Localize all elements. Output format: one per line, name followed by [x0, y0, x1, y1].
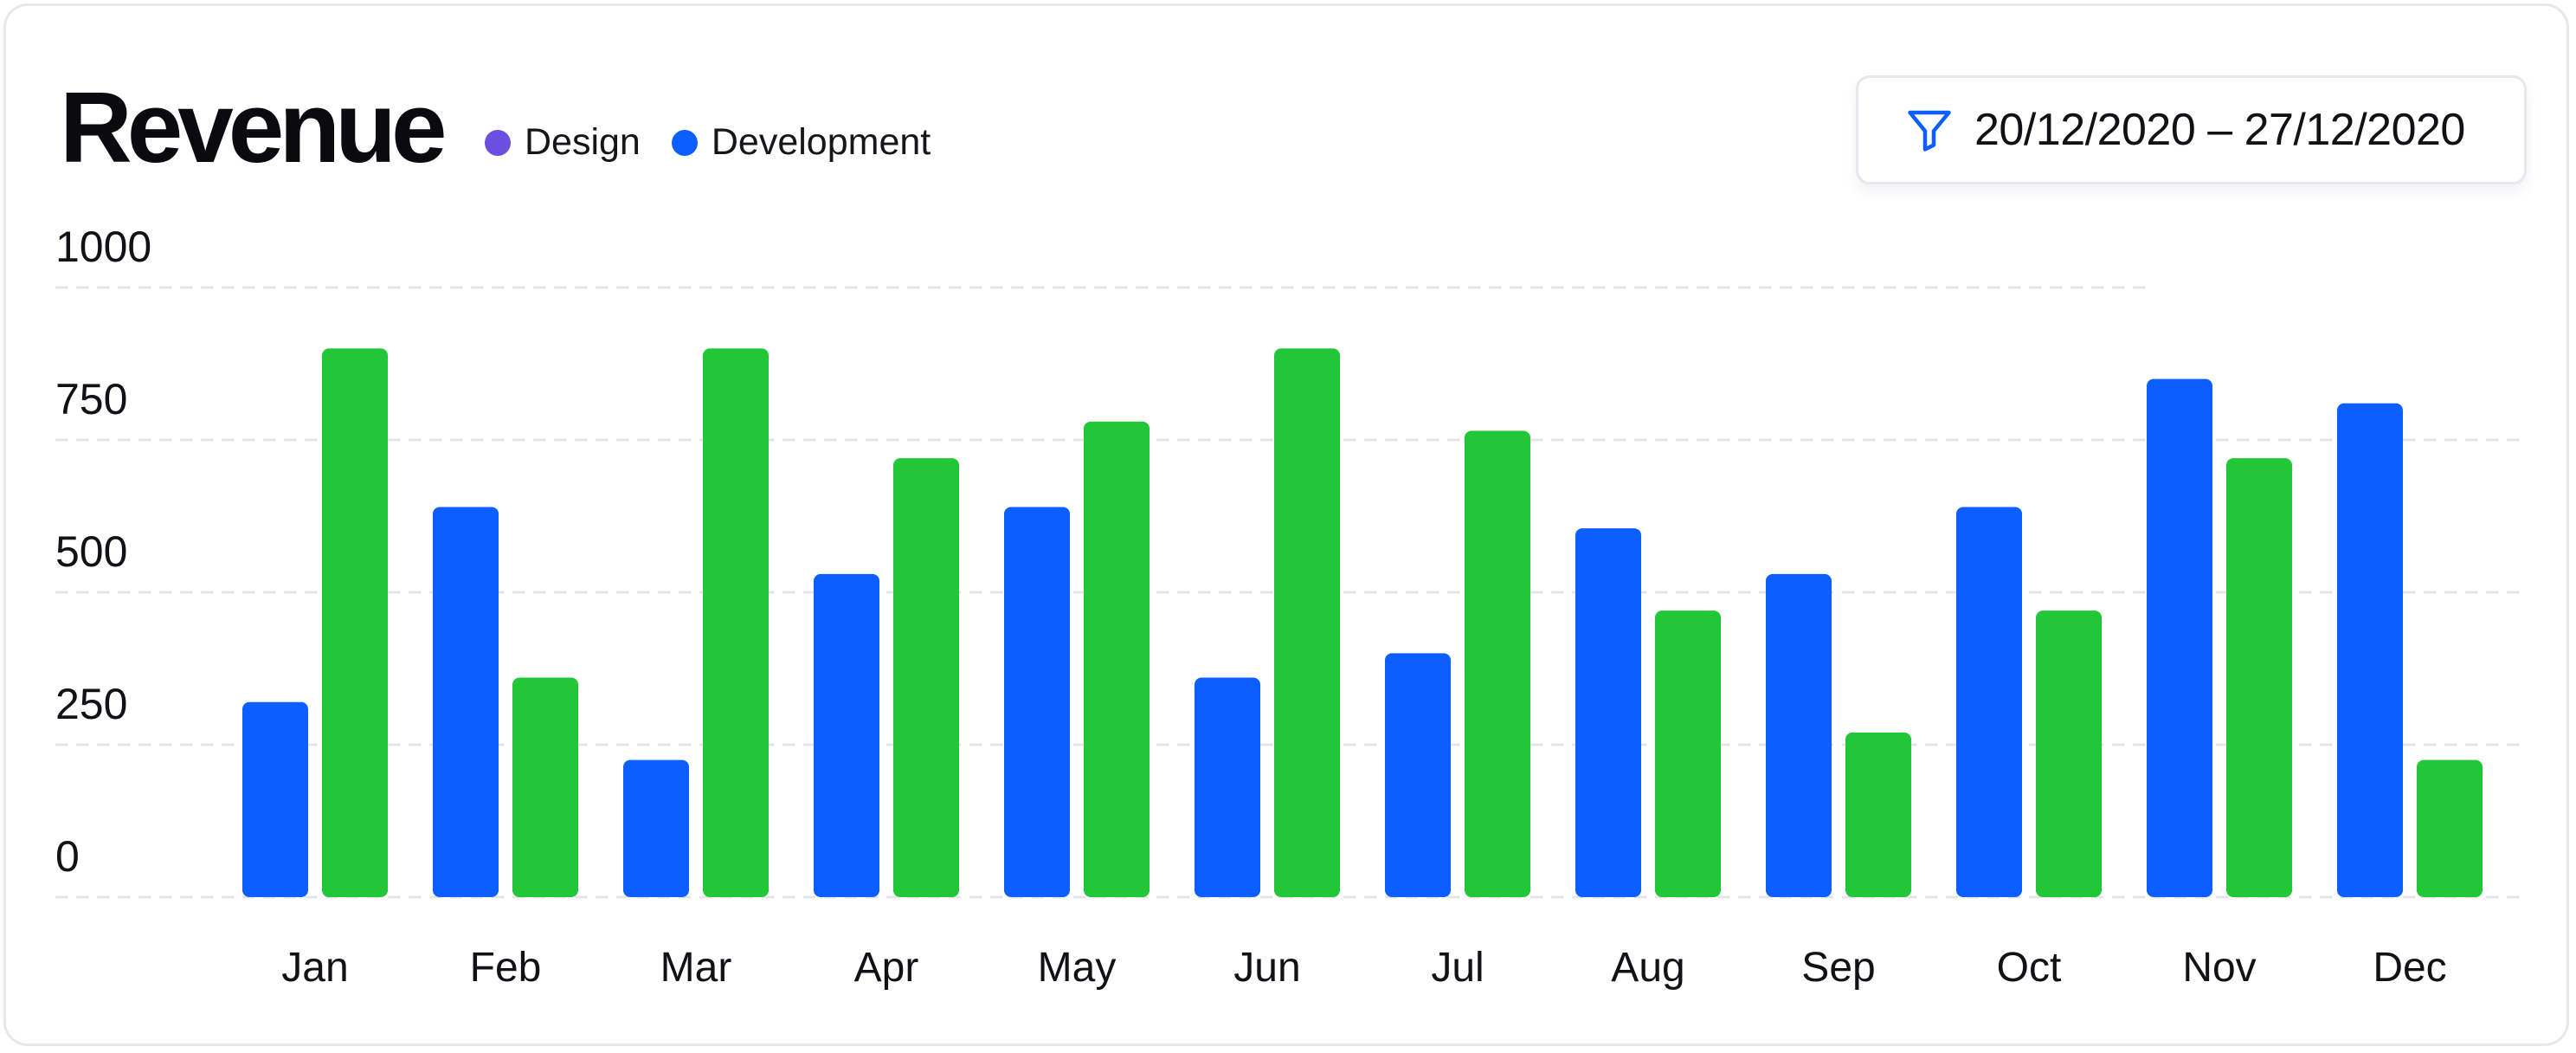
y-tick-label: 500 [55, 527, 127, 576]
x-tick-label: May [1038, 945, 1117, 991]
bar-green [512, 677, 578, 897]
bar-blue [623, 759, 689, 897]
bar-blue [1956, 507, 2022, 897]
bar-green [2036, 610, 2102, 897]
x-tick-label: Aug [1611, 945, 1684, 991]
bar-blue [433, 507, 499, 897]
bar-blue [1575, 528, 1641, 897]
bar-blue [1766, 573, 1832, 897]
x-tick-label: Jun [1233, 945, 1300, 991]
bar-green [1465, 430, 1530, 897]
x-tick-label: Mar [660, 945, 732, 991]
funnel-icon [1903, 104, 1955, 156]
legend-label-design: Design [525, 121, 641, 163]
bar-blue [2337, 403, 2403, 897]
bar-green [1845, 732, 1911, 897]
bar-blue [2147, 378, 2212, 898]
legend-item-design[interactable]: Design [485, 121, 641, 164]
chart-title: Revenue [60, 71, 448, 184]
legend: Design Development [485, 121, 962, 164]
bar-blue [1385, 653, 1451, 897]
x-tick-label: Feb [470, 945, 542, 991]
y-tick-label: 1000 [55, 223, 151, 271]
y-tick-label: 0 [55, 832, 80, 881]
bar-green [893, 458, 959, 897]
bar-green [1084, 421, 1150, 897]
x-tick-label: Apr [854, 945, 919, 991]
legend-dot-design [485, 129, 511, 156]
legend-label-development: Development [711, 121, 931, 163]
x-tick-label: Nov [2182, 945, 2256, 991]
x-tick-label: Jan [281, 945, 348, 991]
bar-blue [1195, 677, 1260, 897]
legend-dot-development [671, 129, 698, 156]
y-tick-label: 750 [55, 375, 127, 423]
bar-green [2226, 458, 2292, 897]
bar-green [1655, 610, 1721, 897]
bar-green [1274, 348, 1340, 897]
bar-green [703, 348, 769, 897]
x-tick-label: Jul [1431, 945, 1484, 991]
bar-blue [242, 701, 308, 897]
bar-green [2417, 759, 2483, 897]
bar-green [322, 348, 388, 897]
legend-item-development[interactable]: Development [671, 121, 931, 164]
x-tick-label: Oct [1997, 945, 2062, 991]
y-tick-label: 250 [55, 680, 127, 728]
x-tick-label: Sep [1801, 945, 1875, 991]
date-range-filter-button[interactable]: 20/12/2020 – 27/12/2020 [1856, 75, 2527, 184]
bar-blue [814, 573, 879, 897]
bar-blue [1004, 507, 1070, 897]
date-range-label: 20/12/2020 – 27/12/2020 [1974, 105, 2465, 155]
x-tick-label: Dec [2373, 945, 2446, 991]
